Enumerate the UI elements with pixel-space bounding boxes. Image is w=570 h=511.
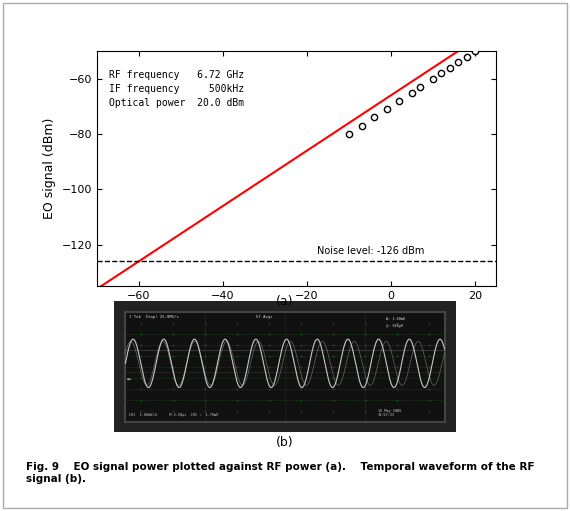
Text: (b): (b) <box>276 435 294 449</box>
Text: A: 1.60mV: A: 1.60mV <box>385 317 405 321</box>
Text: RF frequency   6.72 GHz
IF frequency     500kHz
Optical power  20.0 dBm: RF frequency 6.72 GHz IF frequency 500kH… <box>109 71 245 108</box>
Y-axis label: EO signal (dBm): EO signal (dBm) <box>43 118 56 219</box>
X-axis label: Input RF power (dBm): Input RF power (dBm) <box>228 307 365 319</box>
Text: 57 Avgs: 57 Avgs <box>256 315 273 319</box>
Text: 1 Tek  Stop! 25.0MS/s: 1 Tek Stop! 25.0MS/s <box>129 315 178 319</box>
Text: CH1  1.00mV/d      M 2.50µs  CH1 ↑  1.76mV: CH1 1.00mV/d M 2.50µs CH1 ↑ 1.76mV <box>129 413 218 417</box>
Text: ⇐: ⇐ <box>127 377 131 382</box>
Text: Fig. 9    EO signal power plotted against RF power (a).    Temporal waveform of : Fig. 9 EO signal power plotted against R… <box>26 462 534 484</box>
Text: @: 940µV: @: 940µV <box>385 324 402 328</box>
Text: 15 May 2005
19:57:33: 15 May 2005 19:57:33 <box>377 409 401 417</box>
Text: Noise level: -126 dBm: Noise level: -126 dBm <box>317 246 425 256</box>
Text: (a): (a) <box>276 295 294 308</box>
